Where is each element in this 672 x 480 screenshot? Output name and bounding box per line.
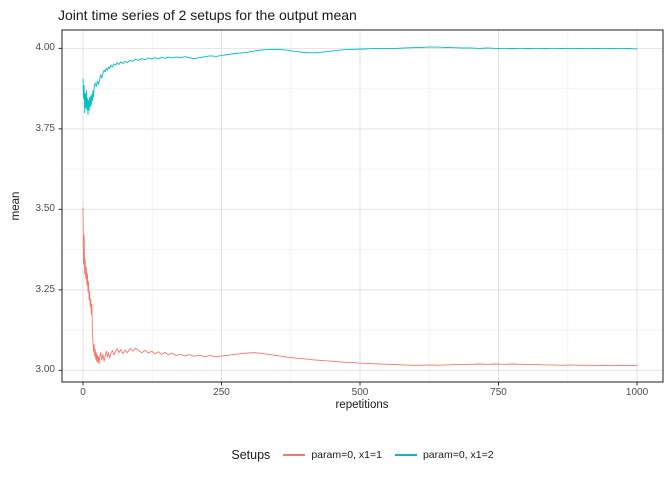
x-tick-label: 750 [490,387,507,398]
legend-key-line-setup1 [283,454,306,456]
y-tick-label: 3.25 [35,283,55,295]
legend-title: Setups [231,448,271,462]
y-tick-label: 3.75 [35,122,55,134]
panel-border [61,29,664,383]
y-tick-label: 4.00 [35,42,55,54]
y-tick-label: 3.50 [35,203,55,215]
x-axis-title: repetitions [335,399,389,411]
x-tick-label: 0 [80,387,86,398]
x-tick-label: 500 [351,387,369,398]
legend-key-line-setup2 [394,454,417,456]
x-tick-label: 250 [213,387,230,398]
y-tick-label: 3.00 [35,364,55,376]
legend-label-setup2: param=0, x1=2 [422,449,494,461]
legend: Setups param=0, x1=1 param=0, x1=2 [62,444,663,466]
legend-item-setup1: param=0, x1=1 [283,449,382,461]
legend-item-setup2: param=0, x1=2 [394,449,494,461]
series-line-1 [82,207,638,367]
legend-label-setup1: param=0, x1=1 [311,449,382,461]
chart-title: Joint time series of 2 setups for the ou… [58,7,357,23]
x-tick-label: 1000 [625,387,649,398]
series-line-2 [82,46,638,115]
